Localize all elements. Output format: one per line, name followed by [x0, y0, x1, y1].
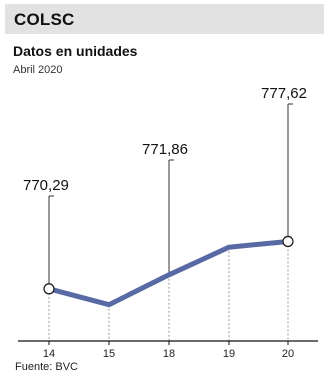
date-label: Abril 2020 [13, 64, 63, 76]
x-tick-label-20: 20 [282, 348, 294, 360]
data-label-20: 777,62 [261, 85, 307, 102]
series-line [46, 238, 291, 308]
point-marker-20 [282, 235, 294, 248]
chart-subtitle: Datos en unidades [13, 43, 138, 59]
data-label-18: 771,86 [142, 141, 188, 158]
page-title: COLSC [14, 10, 75, 29]
source-note: Fuente: BVC [15, 361, 78, 373]
x-tick-label-14: 14 [43, 348, 55, 360]
point-marker-14 [43, 283, 55, 295]
x-tick-label-19: 19 [223, 348, 235, 360]
x-tick-label-18: 18 [163, 348, 175, 360]
x-tick-label-15: 15 [103, 348, 115, 360]
data-label-14: 770,29 [23, 177, 69, 194]
header-bar: COLSC [5, 4, 324, 34]
